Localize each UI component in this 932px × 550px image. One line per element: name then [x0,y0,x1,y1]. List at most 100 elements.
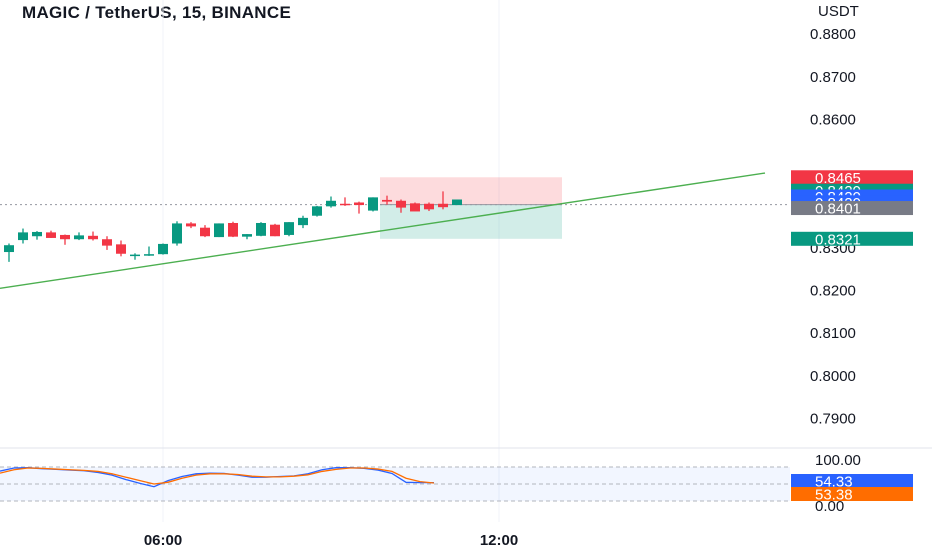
candle [256,222,266,237]
candle [130,253,140,260]
time-tick-label: 12:00 [480,532,518,549]
candle-body [88,235,98,240]
candle-body [32,231,42,237]
price-badge-label: 0.8465 [815,170,861,187]
price-tick-label: 0.7900 [810,411,856,428]
price-tick-label: 0.8000 [810,368,856,385]
price-tick-label: 0.8700 [810,69,856,86]
trendline [0,172,766,290]
candle-body [116,244,126,254]
axis-unit-label: USDT [818,3,859,20]
stoch-badge-bg [791,487,913,501]
candle-body [74,235,84,240]
candle-body [130,254,140,257]
price-badge: 0.8401 [791,201,913,218]
price-tick-label: 0.8100 [810,325,856,342]
candle-body [340,203,350,206]
candle [396,199,406,213]
price-badge-bg [791,170,913,185]
stoch-badge-label: 54.33 [815,474,853,491]
candle [172,221,182,246]
candle [354,201,364,214]
candle [144,246,154,256]
candle-body [298,217,308,226]
candle [382,195,392,205]
candle-body [214,223,224,238]
candle [424,202,434,212]
take-profit-zone [380,204,562,239]
stochastic-pane [0,466,790,502]
price-badge-label: 0.8401 [815,201,861,218]
candle [102,236,112,250]
stop-loss-zone [380,177,562,205]
stoch-tick-label: 0.00 [815,498,844,515]
candle-body [424,203,434,210]
candle-body [452,199,462,206]
time-axis: 06:00 12:00 [144,532,518,549]
candle [438,191,448,210]
candle-body [228,222,238,237]
candle-body [200,227,210,237]
candle-body [312,206,322,216]
price-badges: 0.84650.84200.84200.84200.84010.832154.3… [791,170,913,504]
stoch-tick-label: 100.00 [815,452,861,469]
price-badge-label: 0.8321 [815,231,861,248]
trendline-layer [0,172,766,290]
candle-body [284,222,294,235]
candle [60,234,70,245]
price-badge: 0.8321 [791,231,913,248]
candle [270,223,280,237]
candle-body [326,200,336,207]
candle [4,243,14,262]
stoch-badge: 54.33 [791,474,913,491]
candle-body [270,224,280,237]
stoch-badge: 53.38 [791,487,913,504]
candle-body [158,243,168,255]
price-tick-label: 0.8600 [810,112,856,129]
candle-body [410,203,420,212]
candle-body [60,234,70,240]
candle [46,230,56,238]
candle-body [186,223,196,227]
candle-body [354,202,364,206]
stoch-badge-bg [791,474,913,488]
candle [158,243,168,255]
candle [298,215,308,229]
candle [186,222,196,229]
candle [200,225,210,238]
price-tick-label: 0.8800 [810,26,856,43]
candle-body [4,245,14,253]
candle [74,232,84,241]
price-badge-bg [791,231,913,246]
candle [18,228,28,244]
candle-body [18,232,28,241]
candle [242,234,252,240]
price-tick-label: 0.8200 [810,282,856,299]
candle-body [144,254,154,256]
candle-body [382,199,392,202]
chart-title: MAGIC / TetherUS, 15, BINANCE [22,3,292,22]
price-axis: USDT0.88000.87000.86000.83000.82000.8100… [810,3,861,515]
candle-body [368,197,378,211]
candle [284,222,294,237]
candle [312,205,322,217]
candle-body [438,203,448,208]
grid-lines [0,0,932,522]
candlestick-series [4,191,462,262]
candle [340,197,350,206]
candle [116,240,126,257]
price-badge: 0.8465 [791,170,913,187]
candle-body [172,223,182,244]
candle [368,197,378,212]
candle-body [46,232,56,238]
stoch-badge-label: 53.38 [815,487,853,504]
candle-body [396,200,406,208]
candle-body [242,234,252,237]
candle-body [256,222,266,236]
candle [228,221,238,238]
candle [410,202,420,212]
candle [32,231,42,240]
candle [88,231,98,241]
stoch-line [0,467,435,485]
